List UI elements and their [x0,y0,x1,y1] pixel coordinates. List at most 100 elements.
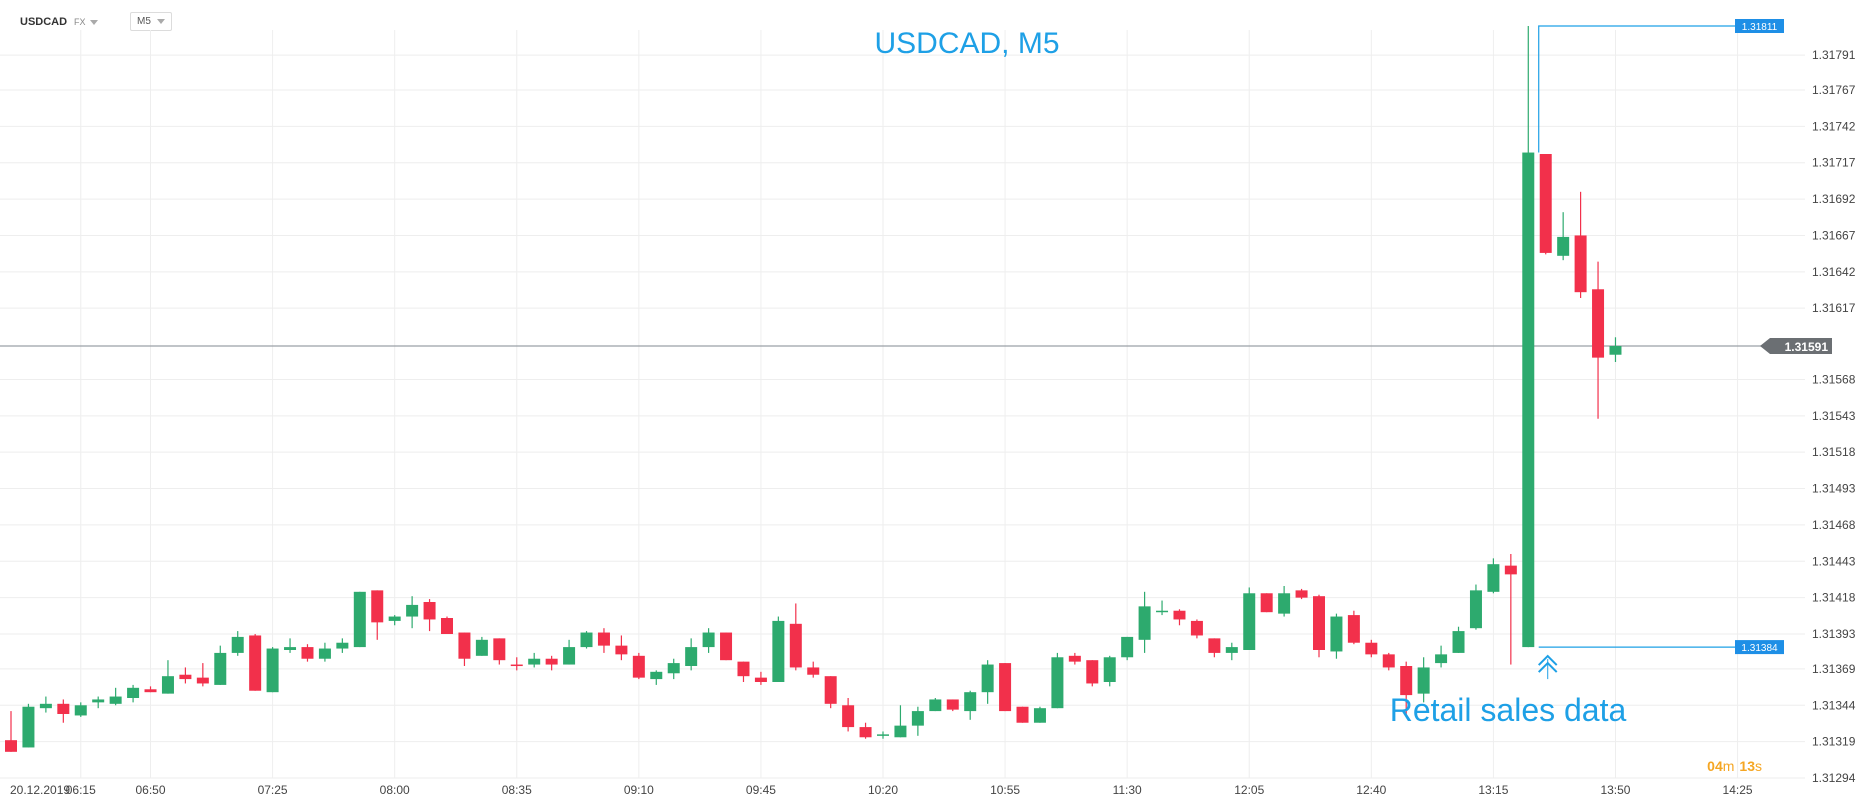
x-tick-label: 14:25 [1723,783,1753,797]
timeframe-selector[interactable]: M5 [130,12,172,31]
candle-body [353,591,366,648]
candle [144,686,157,693]
candle-body [458,632,471,659]
candle-body [388,616,401,621]
candle [301,644,314,662]
candle [1487,558,1500,594]
candle [423,599,436,632]
candle [911,706,924,736]
y-tick-label: 1.31642 [1812,265,1856,279]
low-price-label: 1.31384 [1741,643,1778,654]
candle [754,671,767,685]
candle [1138,591,1151,653]
candle-body [1557,236,1570,256]
candle [1260,593,1273,613]
candle [179,667,192,684]
candle-body [57,703,70,714]
candle-body [231,636,244,653]
y-tick-label: 1.31767 [1812,83,1856,97]
candle-body [1469,590,1482,629]
candle-body [441,618,453,634]
candle-body [702,632,715,648]
candle [231,631,244,656]
y-tick-label: 1.31344 [1812,698,1856,712]
candle-body [510,664,523,667]
candle [92,696,105,709]
candle [127,684,140,703]
current-price-label: 1.31591 [1785,340,1829,354]
symbol-label[interactable]: USDCAD [20,16,68,28]
y-tick-label: 1.31518 [1812,445,1856,459]
candle [894,705,907,738]
countdown-minutes: 04 [1707,758,1723,774]
candle-body [1504,565,1517,575]
market-selector[interactable]: FX [74,17,98,27]
candle-body [754,677,767,682]
candle-body [22,706,35,748]
candle [615,635,628,661]
candle-body [999,663,1012,712]
candle [74,702,87,717]
candle [1557,212,1570,261]
candle [702,628,715,653]
candle [1452,626,1465,653]
x-tick-label: 08:00 [380,783,410,797]
x-tick-label: 12:05 [1234,783,1264,797]
candle [353,591,366,648]
candle [580,631,593,649]
candle-body [1592,289,1605,358]
candle [1330,613,1343,659]
candle [859,722,872,739]
candle-body [1435,654,1448,664]
candle-body [964,692,977,712]
candle [597,628,610,653]
candle-body [1609,346,1622,355]
candle [1435,645,1448,668]
candle-body [1225,647,1238,653]
candle [1156,600,1169,616]
candle [1539,154,1552,255]
candle-body [1243,593,1256,650]
candle [772,616,785,682]
candle [964,690,977,720]
candle-body [371,590,384,623]
candle-body [1086,660,1099,684]
candle [1347,610,1360,645]
x-tick-label: 10:20 [868,783,898,797]
candle-body [179,674,192,680]
candle [1278,586,1291,617]
candle [388,615,401,626]
candle [109,687,122,706]
candle-body [772,620,785,682]
candle [981,660,994,704]
candle [1592,261,1605,419]
x-tick-label: 12:40 [1356,783,1386,797]
low-label-bg [1735,640,1784,655]
candle-body [1208,638,1221,653]
candle-body [1365,642,1378,655]
candle [789,603,802,671]
chevron-down-icon [89,19,98,25]
candle [161,660,174,694]
candle-body [1522,152,1535,648]
y-tick-label: 1.31319 [1812,735,1856,749]
candle [1121,636,1134,661]
high-level-line [1538,25,1735,153]
x-tick-label: 13:15 [1478,783,1508,797]
y-tick-label: 1.31369 [1812,662,1856,676]
candle-body [911,711,924,726]
candle-body [1051,657,1064,709]
chevron-down-icon [156,19,165,24]
x-tick-label: 06:50 [136,783,166,797]
candle-body [1173,610,1186,620]
candle-body [1400,666,1413,696]
candle-body [109,696,122,704]
candle-body [1487,564,1500,592]
x-tick-label: 09:45 [746,783,776,797]
candle [318,642,331,662]
y-tick-label: 1.31667 [1812,228,1856,242]
candle [371,590,384,640]
countdown-minutes-unit: m [1723,758,1735,774]
